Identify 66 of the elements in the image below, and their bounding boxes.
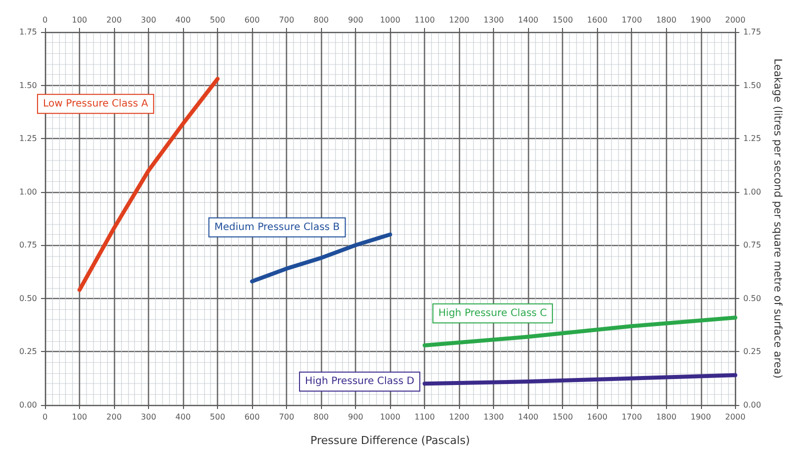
x2-tick-label: 700: [278, 16, 294, 24]
x-tick-label: 1000: [380, 412, 400, 422]
x2-tick-label: 200: [106, 16, 122, 24]
x-tick-label: 1900: [690, 412, 711, 422]
x-tick-label: 300: [140, 412, 156, 422]
text: Low Pressure Class A: [43, 98, 148, 110]
x-tick-label: 500: [210, 412, 226, 422]
x2-tick-label: 1400: [518, 16, 538, 24]
line-series: [250, 232, 392, 284]
y2-tick-label: 1.00: [743, 187, 762, 196]
x2-tick-label: 900: [348, 16, 364, 24]
y-tick-label: 0.50: [19, 294, 37, 303]
x2-tick-label: 1300: [484, 16, 504, 24]
y-tick-label: 0.00: [19, 400, 37, 410]
x2-tick-label: 1700: [622, 16, 642, 24]
x-tick-label: 1300: [484, 412, 504, 422]
y2-tick-label: 1.25: [743, 134, 762, 144]
y2-tick-label: 0.75: [743, 240, 762, 250]
x-tick-label: 700: [278, 412, 294, 422]
x2-tick-label: 1100: [414, 16, 435, 24]
y2-axis-title: Leakage (litres per second per square metre of surface area): [772, 58, 784, 379]
x-tick-label: 900: [348, 412, 364, 422]
x-tick-label: 400: [175, 412, 191, 422]
x-tick-label: 1100: [414, 412, 435, 422]
x-tick-label: 100: [72, 412, 88, 422]
x2-tick-label: 1800: [656, 16, 676, 24]
x2-tick-label: 0: [42, 16, 48, 24]
series-label: High Pressure Class D: [305, 376, 415, 388]
x2-tick-label: 800: [313, 16, 329, 24]
x-tick-label: 1600: [587, 412, 608, 422]
x2-tick-label: 100: [72, 16, 88, 24]
x2-tick-label: 1600: [587, 16, 608, 24]
x-tick-label: 1800: [656, 412, 676, 422]
x2-tick-label: 1500: [552, 16, 573, 24]
x2-tick-label: 500: [210, 16, 226, 24]
y2-tick-label: 0.00: [743, 400, 762, 410]
x-axis-title: Pressure Difference (Pascals): [310, 434, 470, 447]
x2-tick-label: 2000: [725, 16, 746, 24]
line-series: [422, 373, 738, 386]
x-tick-label: 1400: [518, 412, 538, 422]
y2-tick-label: 0.50: [743, 294, 762, 303]
y-tick-label: 0.75: [19, 240, 37, 250]
x2-tick-label: 1200: [448, 16, 470, 24]
series-label: Medium Pressure Class B: [214, 222, 340, 233]
x-tick-label: 2000: [725, 412, 746, 422]
x-tick-label: 600: [244, 412, 260, 422]
x-tick-label: 800: [313, 412, 329, 422]
x2-tick-label: 1000: [380, 16, 400, 24]
x2-tick-label: 400: [175, 16, 191, 24]
x-tick-label: 200: [106, 412, 122, 422]
series-label: High Pressure Class C: [438, 308, 547, 319]
y-tick-label: 1.50: [19, 80, 37, 90]
x-tick-label: 1200: [448, 412, 470, 422]
y2-tick-label: 1.50: [743, 80, 762, 90]
x-tick-label: 1500: [552, 412, 573, 422]
y2-tick-label: 0.25: [743, 347, 762, 356]
y-tick-label: 1.25: [19, 134, 37, 144]
x2-tick-label: 1900: [690, 16, 711, 24]
y-tick-label: 0.25: [19, 347, 37, 356]
x-tick-label: 1700: [622, 412, 642, 422]
y-tick-label: 1.00: [19, 187, 37, 196]
y2-tick-label: 1.75: [743, 28, 762, 36]
x2-tick-label: 300: [140, 16, 156, 24]
y-tick-label: 1.75: [19, 28, 37, 36]
x-tick-label: 0: [42, 412, 48, 422]
x2-tick-label: 600: [244, 16, 260, 24]
